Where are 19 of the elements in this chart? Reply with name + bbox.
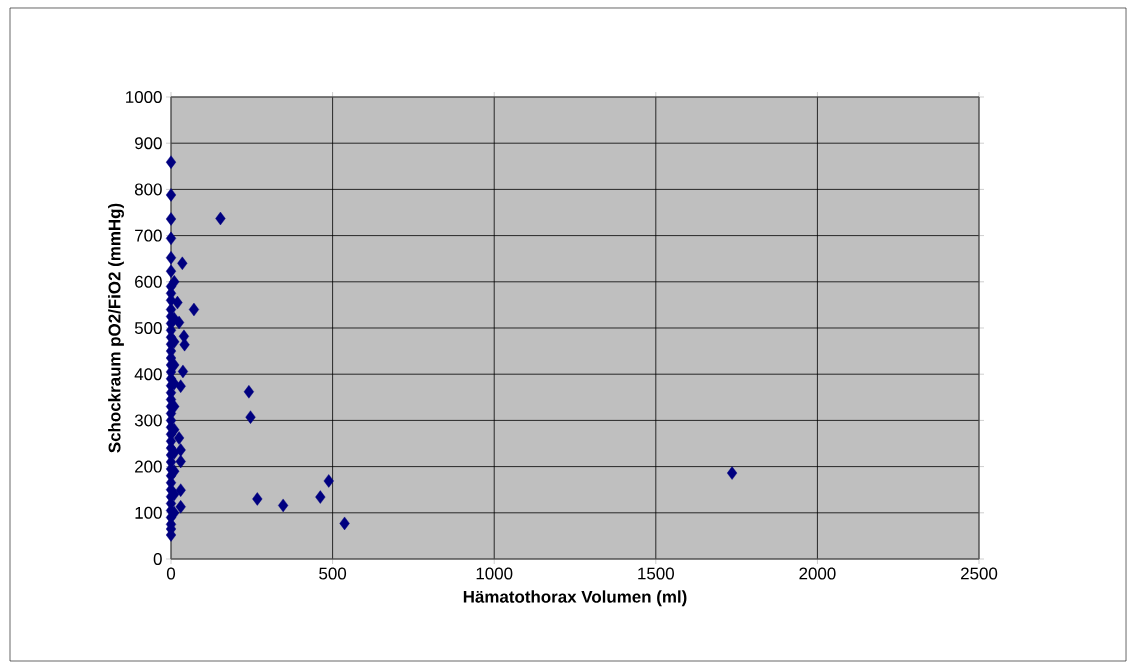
x-tick-label: 1000: [476, 567, 513, 580]
y-tick-label: 300: [134, 414, 162, 427]
x-tick-label: 500: [319, 567, 347, 580]
y-tick-label: 600: [135, 275, 162, 288]
y-tick-label: 0: [153, 553, 162, 565]
y-tick-label: 1000: [126, 91, 162, 103]
y-tick-label: 100: [135, 506, 162, 519]
x-tick-label: 2000: [799, 567, 836, 580]
x-axis-title: Hämatothorax Volumen (ml): [463, 590, 687, 607]
x-tick-label: 2500: [961, 567, 998, 580]
y-tick-label: 400: [134, 368, 162, 381]
x-tick-label: 0: [166, 567, 176, 580]
x-tick-label: 1500: [638, 567, 674, 580]
y-tick-label: 500: [134, 322, 162, 334]
y-axis-title: Schockraum pO2/FiO2 (mmHg): [108, 203, 124, 453]
y-tick-label: 900: [135, 137, 162, 150]
y-tick-label: 200: [135, 460, 162, 473]
y-tick-label: 700: [135, 229, 162, 242]
y-tick-label: 800: [134, 183, 162, 196]
